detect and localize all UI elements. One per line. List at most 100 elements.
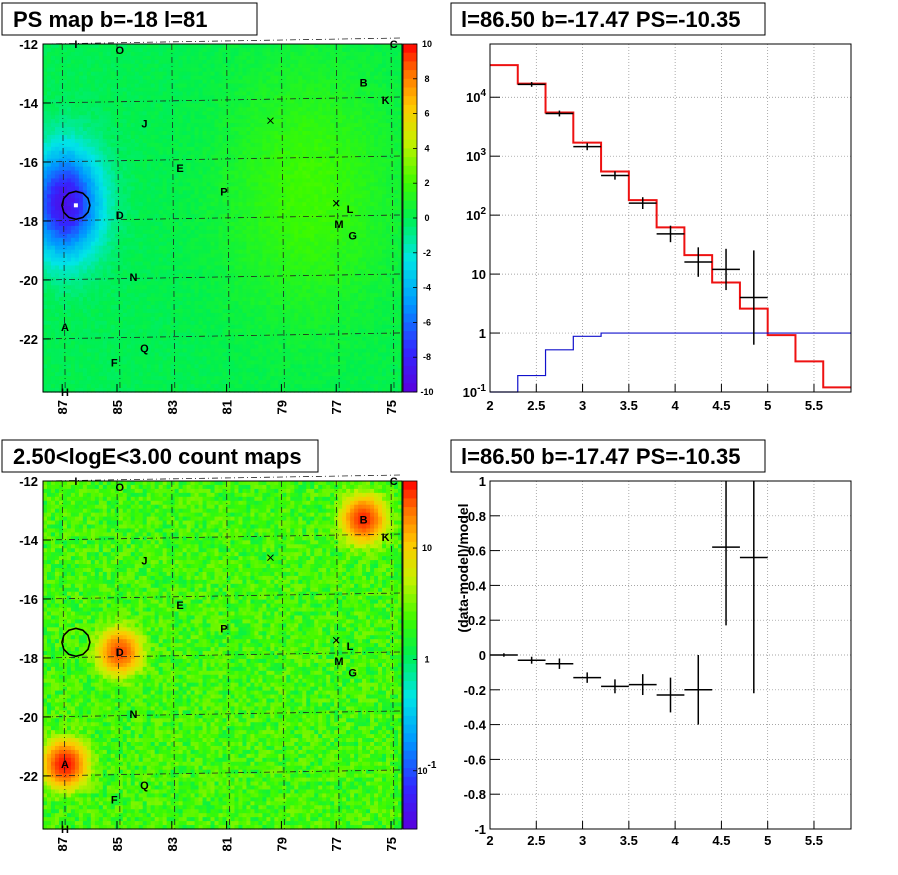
heatmap-cell (246, 360, 251, 365)
heatmap-cell (43, 107, 48, 112)
heatmap-cell (71, 60, 76, 65)
heatmap-cell (238, 301, 243, 306)
heatmap-cell (51, 230, 56, 235)
heatmap-cell (51, 139, 56, 144)
heatmap-cell (219, 384, 224, 389)
heatmap-cell (187, 301, 192, 306)
heatmap-cell (183, 107, 188, 112)
heatmap-cell (151, 250, 156, 255)
heatmap-cell (207, 226, 212, 231)
heatmap-cell (179, 222, 184, 227)
heatmap-cell (131, 226, 136, 231)
heatmap-cell (167, 135, 172, 140)
heatmap-cell (107, 194, 112, 199)
heatmap-cell (250, 206, 255, 211)
heatmap-cell (211, 210, 216, 215)
heatmap-cell (83, 269, 88, 274)
heatmap-cell (51, 194, 56, 199)
heatmap-cell (199, 277, 204, 282)
heatmap-cell (47, 139, 52, 144)
heatmap-cell (127, 301, 132, 306)
heatmap-cell (175, 190, 180, 195)
heatmap-cell (79, 254, 84, 259)
heatmap-cell (234, 356, 239, 361)
heatmap-cell (226, 242, 231, 247)
heatmap-cell (183, 313, 188, 318)
heatmap-cell (63, 68, 68, 73)
heatmap-cell (163, 368, 168, 373)
heatmap-cell (163, 159, 168, 164)
heatmap-cell (195, 107, 200, 112)
heatmap-cell (83, 175, 88, 180)
heatmap-cell (250, 143, 255, 148)
heatmap-cell (155, 167, 160, 172)
heatmap-cell (95, 95, 100, 100)
heatmap-cell (163, 384, 168, 389)
heatmap-cell (63, 127, 68, 132)
heatmap-cell (238, 317, 243, 322)
heatmap-cell (99, 76, 104, 81)
heatmap-cell (115, 151, 120, 156)
heatmap-cell (95, 384, 100, 389)
heatmap-cell (135, 91, 140, 96)
heatmap-cell (211, 131, 216, 136)
heatmap-cell (55, 88, 60, 93)
heatmap-cell (238, 230, 243, 235)
heatmap-cell (107, 297, 112, 302)
heatmap-cell (139, 242, 144, 247)
heatmap-cell (203, 147, 208, 152)
heatmap-cell (91, 64, 96, 69)
heatmap-cell (175, 123, 180, 128)
heatmap-cell (51, 44, 56, 49)
heatmap-cell (67, 380, 72, 385)
heatmap-cell (147, 64, 152, 69)
heatmap-cell (195, 175, 200, 180)
heatmap-cell (203, 313, 208, 318)
heatmap-cell (67, 167, 72, 172)
heatmap-cell (59, 72, 64, 77)
heatmap-cell (43, 258, 48, 263)
heatmap-cell (103, 329, 108, 334)
heatmap-cell (127, 135, 132, 140)
heatmap-cell (131, 64, 136, 69)
heatmap-cell (175, 175, 180, 180)
heatmap-cell (230, 64, 235, 69)
heatmap-cell (135, 123, 140, 128)
heatmap-cell (179, 368, 184, 373)
heatmap-cell (230, 95, 235, 100)
heatmap-cell (167, 297, 172, 302)
heatmap-cell (103, 226, 108, 231)
heatmap-cell (51, 360, 56, 365)
heatmap-cell (99, 293, 104, 298)
heatmap-cell (135, 305, 140, 310)
heatmap-cell (163, 163, 168, 168)
heatmap-cell (163, 313, 168, 318)
heatmap-cell (83, 95, 88, 100)
heatmap-cell (91, 91, 96, 96)
heatmap-cell (187, 167, 192, 172)
heatmap-cell (242, 250, 247, 255)
heatmap-cell (103, 238, 108, 243)
heatmap-cell (219, 349, 224, 354)
heatmap-cell (127, 119, 132, 124)
heatmap-cell (111, 277, 116, 282)
heatmap-cell (103, 218, 108, 223)
heatmap-cell (95, 210, 100, 215)
heatmap-cell (139, 384, 144, 389)
heatmap-cell (199, 254, 204, 259)
heatmap-cell (242, 48, 247, 53)
heatmap-cell (163, 119, 168, 124)
heatmap-cell (207, 297, 212, 302)
heatmap-cell (87, 269, 92, 274)
heatmap-cell (147, 309, 152, 314)
heatmap-cell (95, 341, 100, 346)
heatmap-cell (179, 111, 184, 116)
heatmap-cell (223, 171, 228, 176)
heatmap-cell (119, 131, 124, 136)
heatmap-cell (103, 269, 108, 274)
heatmap-cell (107, 48, 112, 53)
heatmap-cell (79, 234, 84, 239)
heatmap-cell (219, 44, 224, 49)
heatmap-cell (87, 95, 92, 100)
heatmap-cell (195, 198, 200, 203)
